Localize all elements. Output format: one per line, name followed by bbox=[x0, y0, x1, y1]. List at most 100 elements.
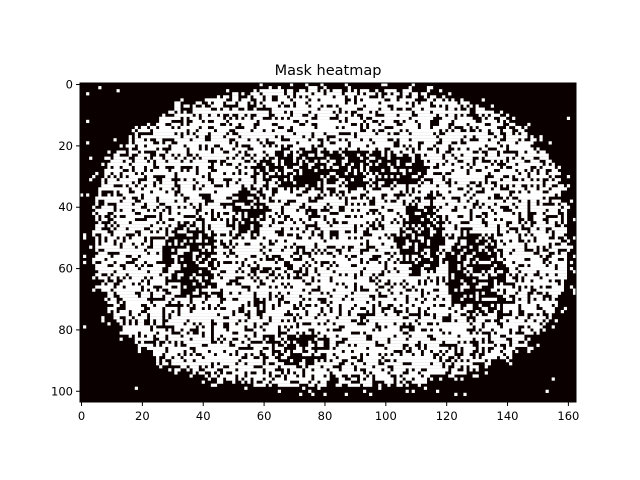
heatmap-cell bbox=[269, 187, 272, 190]
heatmap-cell bbox=[509, 319, 524, 322]
heatmap-cell bbox=[250, 264, 256, 267]
heatmap-cell bbox=[272, 178, 278, 181]
heatmap-cell bbox=[348, 295, 369, 298]
heatmap-cell bbox=[302, 95, 305, 98]
heatmap-cell bbox=[284, 368, 287, 371]
heatmap-cell bbox=[263, 258, 266, 261]
heatmap-cell bbox=[247, 196, 253, 199]
heatmap-cell bbox=[482, 117, 485, 120]
heatmap-cell bbox=[177, 285, 180, 288]
heatmap-cell bbox=[144, 285, 153, 288]
heatmap-cell bbox=[266, 246, 284, 249]
heatmap-cell bbox=[451, 307, 460, 310]
heatmap-cell bbox=[308, 86, 317, 89]
heatmap-cell bbox=[348, 384, 360, 387]
heatmap-cell bbox=[363, 114, 375, 117]
heatmap-cell bbox=[171, 206, 177, 209]
heatmap-cell bbox=[381, 255, 390, 258]
heatmap-cell bbox=[171, 123, 180, 126]
heatmap-cell bbox=[366, 322, 375, 325]
heatmap-cell bbox=[202, 209, 211, 212]
heatmap-cell bbox=[183, 160, 189, 163]
heatmap-cell bbox=[406, 193, 409, 196]
heatmap-cell bbox=[180, 221, 183, 224]
heatmap-cell bbox=[199, 233, 202, 236]
heatmap-cell bbox=[183, 111, 186, 114]
heatmap-cell bbox=[281, 301, 284, 304]
heatmap-cell bbox=[357, 282, 375, 285]
heatmap-cell bbox=[138, 344, 153, 347]
heatmap-cell bbox=[95, 239, 98, 242]
x-tick-label: 40 bbox=[196, 409, 211, 423]
heatmap-cell bbox=[107, 307, 116, 310]
heatmap-cell bbox=[439, 279, 442, 282]
heatmap-cell bbox=[104, 200, 119, 203]
heatmap-cell bbox=[333, 206, 339, 209]
heatmap-cell bbox=[479, 350, 482, 353]
heatmap-cell bbox=[330, 160, 336, 163]
heatmap-cell bbox=[299, 393, 302, 396]
heatmap-cell bbox=[171, 255, 177, 258]
heatmap-cell bbox=[400, 196, 415, 199]
heatmap-cell bbox=[159, 331, 171, 334]
heatmap-cell bbox=[463, 230, 466, 233]
heatmap-cell bbox=[220, 114, 223, 117]
heatmap-cell bbox=[311, 292, 320, 295]
heatmap-cell bbox=[393, 104, 411, 107]
heatmap-cell bbox=[518, 206, 527, 209]
heatmap-cell bbox=[129, 184, 135, 187]
heatmap-cell bbox=[527, 233, 530, 236]
heatmap-cell bbox=[427, 172, 433, 175]
heatmap-cell bbox=[369, 289, 375, 292]
heatmap-cell bbox=[156, 123, 165, 126]
heatmap-cell bbox=[482, 98, 485, 101]
heatmap-cell bbox=[284, 206, 299, 209]
heatmap-cell bbox=[430, 270, 433, 273]
heatmap-cell bbox=[339, 377, 345, 380]
heatmap-cell bbox=[168, 368, 171, 371]
heatmap-cell bbox=[409, 190, 412, 193]
heatmap-cell bbox=[503, 295, 509, 298]
heatmap-cell bbox=[120, 282, 132, 285]
heatmap-cell bbox=[165, 203, 189, 206]
heatmap-cell bbox=[98, 86, 101, 89]
heatmap-cell bbox=[323, 196, 338, 199]
heatmap-cell bbox=[463, 350, 472, 353]
heatmap-cell bbox=[126, 316, 132, 319]
heatmap-cell bbox=[205, 218, 211, 221]
heatmap-cell bbox=[442, 233, 445, 236]
heatmap-cell bbox=[330, 338, 342, 341]
heatmap-cell bbox=[260, 215, 263, 218]
heatmap-cell bbox=[494, 282, 497, 285]
heatmap-cell bbox=[211, 104, 223, 107]
heatmap-cell bbox=[433, 322, 436, 325]
heatmap-cell bbox=[509, 362, 512, 365]
heatmap-cell bbox=[196, 224, 202, 227]
heatmap-cell bbox=[460, 289, 463, 292]
heatmap-cell bbox=[101, 181, 104, 184]
heatmap-cell bbox=[214, 166, 235, 169]
heatmap-cell bbox=[253, 381, 256, 384]
heatmap-cell bbox=[278, 384, 299, 387]
heatmap-cell bbox=[263, 243, 269, 246]
heatmap-cell bbox=[284, 169, 293, 172]
heatmap-cell bbox=[421, 126, 430, 129]
heatmap-cell bbox=[223, 184, 226, 187]
heatmap-cell bbox=[126, 301, 150, 304]
heatmap-cell bbox=[412, 157, 415, 160]
heatmap-cell bbox=[287, 374, 296, 377]
heatmap-cell bbox=[345, 126, 360, 129]
heatmap-cell bbox=[123, 200, 135, 203]
heatmap-cell bbox=[491, 331, 494, 334]
heatmap-cell bbox=[199, 169, 211, 172]
heatmap-cell bbox=[211, 255, 226, 258]
heatmap-cell bbox=[418, 181, 421, 184]
heatmap-cell bbox=[293, 233, 296, 236]
heatmap-cell bbox=[272, 285, 275, 288]
heatmap-cell bbox=[290, 117, 311, 120]
heatmap-cell bbox=[439, 209, 451, 212]
heatmap-cell bbox=[460, 243, 466, 246]
heatmap-cell bbox=[503, 310, 509, 313]
heatmap-cell bbox=[470, 123, 485, 126]
heatmap-cell bbox=[180, 301, 189, 304]
